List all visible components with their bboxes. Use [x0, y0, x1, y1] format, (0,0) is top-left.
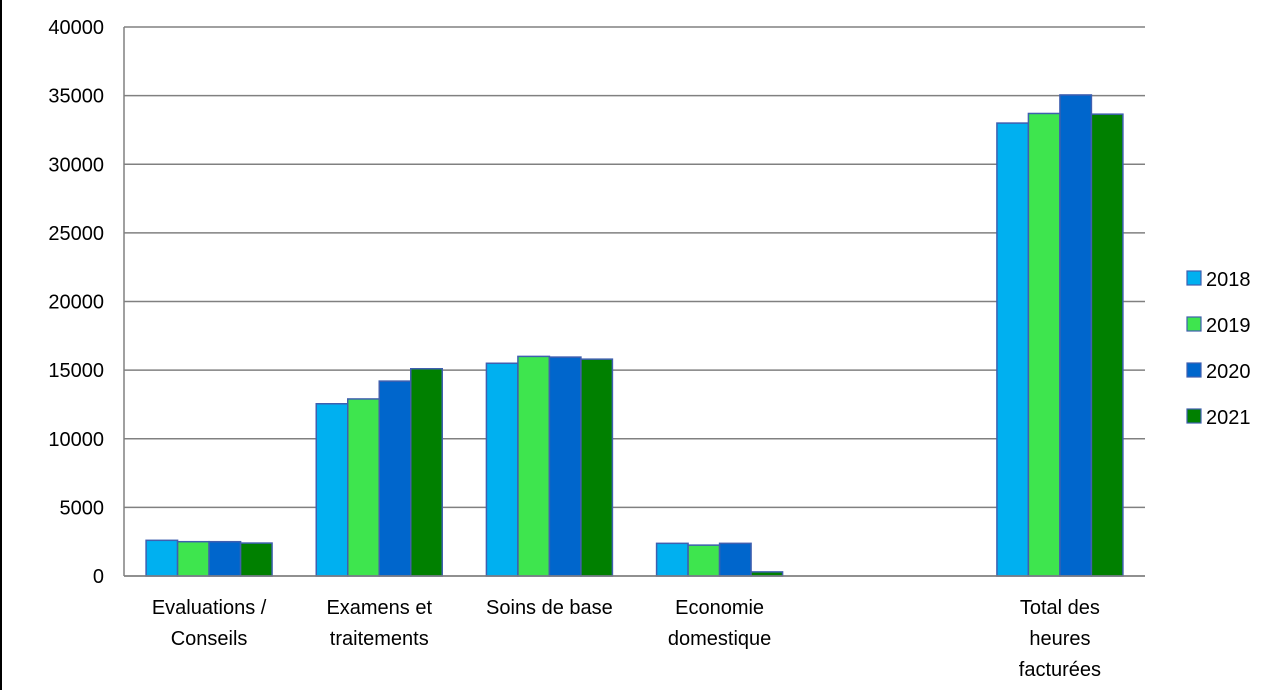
y-axis: 0 5000 10000 15000 20000 25000 30000 35000 40000 — [48, 17, 104, 588]
x-tick-label: Conseils — [171, 628, 248, 650]
x-tick-label: domestique — [668, 628, 771, 650]
gridlines — [123, 26, 1145, 577]
bar-2021-5 — [1090, 113, 1124, 577]
bars — [145, 94, 1124, 577]
bar-2018-3 — [655, 542, 689, 577]
x-axis: Evaluations / Conseils Examens et traitemen… — [124, 575, 1145, 681]
bar-2020-0 — [208, 540, 242, 577]
legend-swatch-2019 — [1186, 316, 1202, 332]
bar-2021-1 — [410, 368, 443, 577]
y-tick-label: 20000 — [48, 292, 104, 314]
bar-2019-5 — [1027, 112, 1061, 577]
y-tick-label: 15000 — [48, 360, 104, 382]
y-tick-label: 0 — [93, 566, 104, 588]
bar-2019-1 — [347, 398, 380, 577]
x-tick-label: Soins de base — [486, 597, 613, 619]
bar-2018-5 — [996, 122, 1030, 577]
x-tick-label: facturées — [1019, 659, 1101, 681]
legend-label-2020: 2020 — [1206, 361, 1251, 383]
bar-2021-2 — [580, 358, 614, 577]
legend-label-2018: 2018 — [1206, 269, 1251, 291]
bar-2018-1 — [315, 403, 349, 577]
legend-label-2019: 2019 — [1206, 315, 1251, 337]
legend-swatch-2021 — [1186, 408, 1202, 424]
x-tick-label: Total des — [1020, 597, 1100, 619]
bar-2021-0 — [239, 542, 273, 577]
bar-2020-3 — [718, 542, 752, 577]
x-tick-label: traitements — [330, 628, 429, 650]
bar-2018-2 — [485, 362, 519, 577]
bar-2019-0 — [176, 540, 210, 577]
bar-2020-5 — [1059, 94, 1093, 577]
x-tick-label: Economie — [675, 597, 764, 619]
y-tick-label: 5000 — [60, 497, 105, 519]
y-tick-label: 35000 — [48, 86, 104, 108]
y-tick-label: 10000 — [48, 429, 104, 451]
y-tick-label: 25000 — [48, 223, 104, 245]
y-tick-label: 30000 — [48, 154, 104, 176]
x-tick-label: Evaluations / — [152, 597, 267, 619]
legend: 2018 2019 2020 2021 — [1186, 269, 1251, 429]
bar-2019-3 — [687, 544, 721, 577]
bar-2019-2 — [517, 355, 551, 577]
x-tick-label: heures — [1029, 628, 1090, 650]
legend-label-2021: 2021 — [1206, 407, 1251, 429]
bar-2020-1 — [378, 380, 412, 577]
legend-swatch-2020 — [1186, 362, 1202, 378]
y-tick-label: 40000 — [48, 17, 104, 39]
bar-2020-2 — [548, 356, 582, 577]
x-tick-label: Examens et — [326, 597, 432, 619]
legend-swatch-2018 — [1186, 270, 1202, 286]
bar-2018-0 — [145, 539, 179, 577]
